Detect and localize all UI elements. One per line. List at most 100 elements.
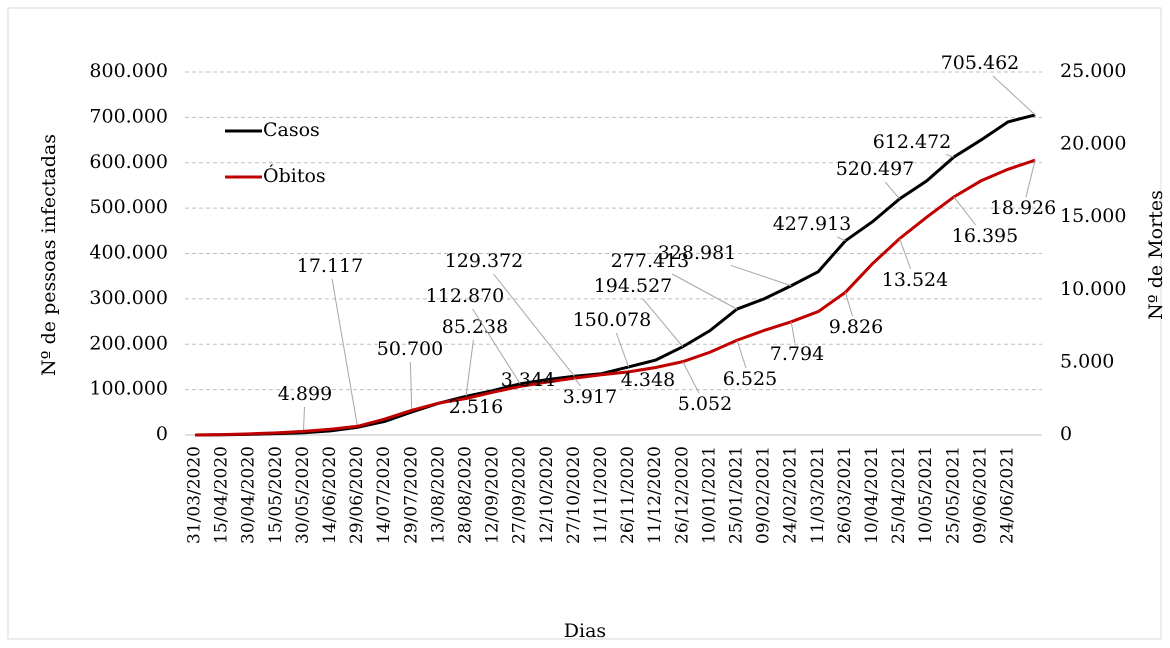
x-tick-label: 25/04/2021 (889, 446, 909, 544)
x-tick-label: 28/08/2020 (456, 446, 476, 544)
leader-line (574, 377, 581, 387)
leader-line (682, 361, 700, 394)
x-tick-label: 09/06/2021 (970, 446, 990, 544)
y-tick-label: 200.000 (89, 332, 168, 354)
y-tick-label: 800.000 (89, 60, 168, 82)
x-axis-title: Dias (564, 620, 606, 642)
y2-tick-label: 20.000 (1060, 133, 1126, 155)
data-label: 112.870 (426, 285, 505, 307)
y-tick-label: 300.000 (89, 287, 168, 309)
x-tick-label: 13/08/2020 (428, 446, 448, 544)
x-tick-label: 11/03/2021 (808, 446, 828, 544)
x-tick-label: 30/04/2020 (239, 446, 259, 544)
x-tick-label: 30/05/2020 (293, 446, 313, 544)
leader-line (615, 332, 630, 368)
leader-line (409, 361, 413, 413)
data-label: 520.497 (836, 158, 915, 180)
x-tick-label: 25/05/2021 (943, 446, 963, 544)
data-label: 2.516 (449, 396, 503, 418)
series-line (194, 158, 1036, 437)
data-label: 18.926 (990, 197, 1056, 219)
data-label: 427.913 (773, 213, 852, 235)
data-label: 4.348 (621, 369, 675, 391)
data-label: 13.524 (882, 269, 948, 291)
x-tick-label: 11/11/2020 (591, 446, 611, 544)
y2-tick-label: 25.000 (1060, 60, 1126, 82)
data-label: 85.238 (442, 316, 508, 338)
x-tick-label: 31/03/2020 (185, 446, 205, 544)
data-label: 194.527 (594, 275, 673, 297)
data-label: 3.344 (501, 369, 555, 391)
leader-line (642, 298, 684, 348)
x-tick-label: 12/09/2020 (483, 446, 503, 544)
y-tick-label: 700.000 (89, 105, 168, 127)
leader-line (884, 181, 900, 200)
leader-line (1025, 160, 1036, 198)
leader-line (472, 308, 521, 385)
x-tick-label: 26/03/2021 (835, 446, 855, 544)
leader-line (736, 340, 747, 369)
y2-tick-label: 15.000 (1060, 205, 1126, 227)
series-line (194, 113, 1036, 437)
data-label: 328.981 (658, 242, 737, 264)
data-label: 3.917 (563, 386, 617, 408)
legend-label: Óbitos (263, 164, 326, 187)
x-tick-label: 09/02/2021 (754, 446, 774, 544)
x-tick-label: 11/12/2020 (645, 446, 665, 544)
x-tick-label: 29/06/2020 (347, 446, 367, 544)
leader-line (331, 278, 359, 428)
y2-tick-label: 0 (1060, 423, 1072, 445)
x-tick-label: 15/05/2020 (266, 446, 286, 544)
y2-tick-label: 5.000 (1060, 350, 1114, 372)
y-tick-label: 100.000 (89, 378, 168, 400)
y-tick-label: 600.000 (89, 151, 168, 173)
data-label: 150.078 (573, 309, 652, 331)
x-tick-label: 26/11/2020 (618, 446, 638, 544)
y-axis-title: Nº de pessoas infectadas (38, 134, 60, 376)
y-tick-label: 400.000 (89, 242, 168, 264)
x-tick-label: 25/01/2021 (727, 446, 747, 544)
leader-line (953, 196, 977, 226)
chart-border (7, 7, 1162, 640)
x-tick-label: 12/10/2020 (537, 446, 557, 544)
leader-line (992, 75, 1036, 116)
leader-line (837, 236, 846, 242)
data-label: 50.700 (377, 338, 443, 360)
x-tick-label: 14/07/2020 (374, 446, 394, 544)
leader-line (302, 406, 305, 433)
data-label: 16.395 (952, 225, 1018, 247)
x-tick-label: 15/04/2020 (212, 446, 232, 544)
data-label: 17.117 (297, 255, 363, 277)
y-tick-label: 0 (156, 423, 168, 445)
data-label: 9.826 (829, 316, 883, 338)
leader-line (730, 264, 792, 287)
leader-line (790, 321, 796, 344)
x-tick-label: 10/04/2021 (862, 446, 882, 544)
x-tick-label: 27/10/2020 (564, 446, 584, 544)
data-label: 705.462 (941, 52, 1020, 74)
leader-line (844, 292, 853, 317)
x-tick-label: 29/07/2020 (401, 446, 421, 544)
x-tick-label: 14/06/2020 (320, 446, 340, 544)
leader-line (465, 339, 474, 397)
y-tick-label: 500.000 (89, 196, 168, 218)
y2-tick-label: 10.000 (1060, 278, 1126, 300)
data-label: 5.052 (678, 393, 732, 415)
x-tick-label: 24/06/2021 (998, 446, 1018, 544)
x-tick-label: 10/05/2021 (916, 446, 936, 544)
data-label: 129.372 (445, 250, 524, 272)
data-label: 277.413 (611, 250, 690, 272)
leader-line (945, 153, 954, 158)
x-tick-label: 26/12/2020 (672, 446, 692, 544)
data-label: 7.794 (770, 343, 824, 365)
x-tick-label: 24/02/2021 (781, 446, 801, 544)
leader-line (493, 273, 575, 377)
data-label: 612.472 (873, 131, 952, 153)
leader-line (671, 273, 738, 310)
y2-axis-title: Nº de Mortes (1145, 190, 1167, 320)
x-tick-label: 10/01/2021 (699, 446, 719, 544)
legend-label: Casos (263, 119, 320, 141)
data-label: 6.525 (723, 368, 777, 390)
leader-line (899, 238, 912, 270)
